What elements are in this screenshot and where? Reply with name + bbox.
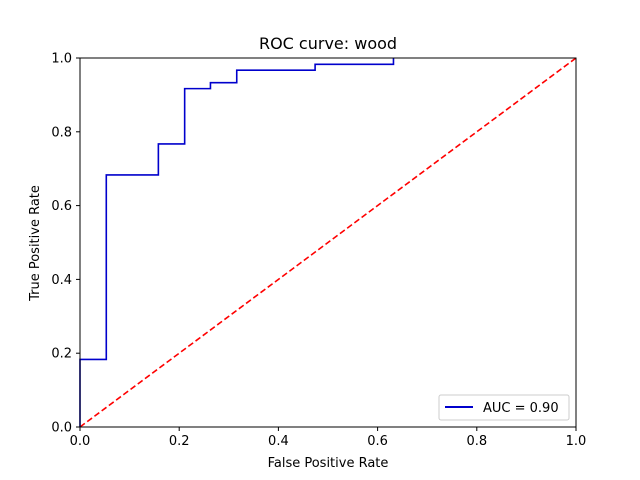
chart-title: ROC curve: wood	[259, 34, 397, 53]
y-tick-label: 0.8	[51, 125, 72, 140]
y-tick-label: 0.0	[51, 421, 72, 436]
roc-curve-line	[79, 58, 395, 427]
plot-area	[79, 57, 577, 428]
legend-entry-auc: AUC = 0.90	[483, 401, 559, 416]
x-tick-label: 0.0	[70, 434, 91, 449]
y-tick-label: 0.4	[51, 273, 72, 288]
axes-frame	[79, 57, 577, 428]
y-axis-label: True Positive Rate	[28, 185, 43, 302]
axis-ticks: 0.0 0.2 0.4 0.6 0.8 1.0 0.0 0.2 0.4 0.6 0.8 1.0	[51, 52, 586, 450]
legend: AUC = 0.90	[438, 394, 570, 421]
chance-diagonal-line	[79, 57, 577, 428]
y-tick-label: 1.0	[51, 52, 72, 67]
x-tick-label: 0.4	[268, 434, 289, 449]
x-tick-label: 0.8	[466, 434, 487, 449]
x-tick-label: 0.2	[169, 434, 190, 449]
y-tick-label: 0.2	[51, 347, 72, 362]
legend-frame	[438, 394, 570, 421]
y-tick-label: 0.6	[51, 199, 72, 214]
x-tick-label: 0.6	[367, 434, 388, 449]
x-tick-label: 1.0	[566, 434, 587, 449]
x-axis-label: False Positive Rate	[268, 456, 389, 471]
